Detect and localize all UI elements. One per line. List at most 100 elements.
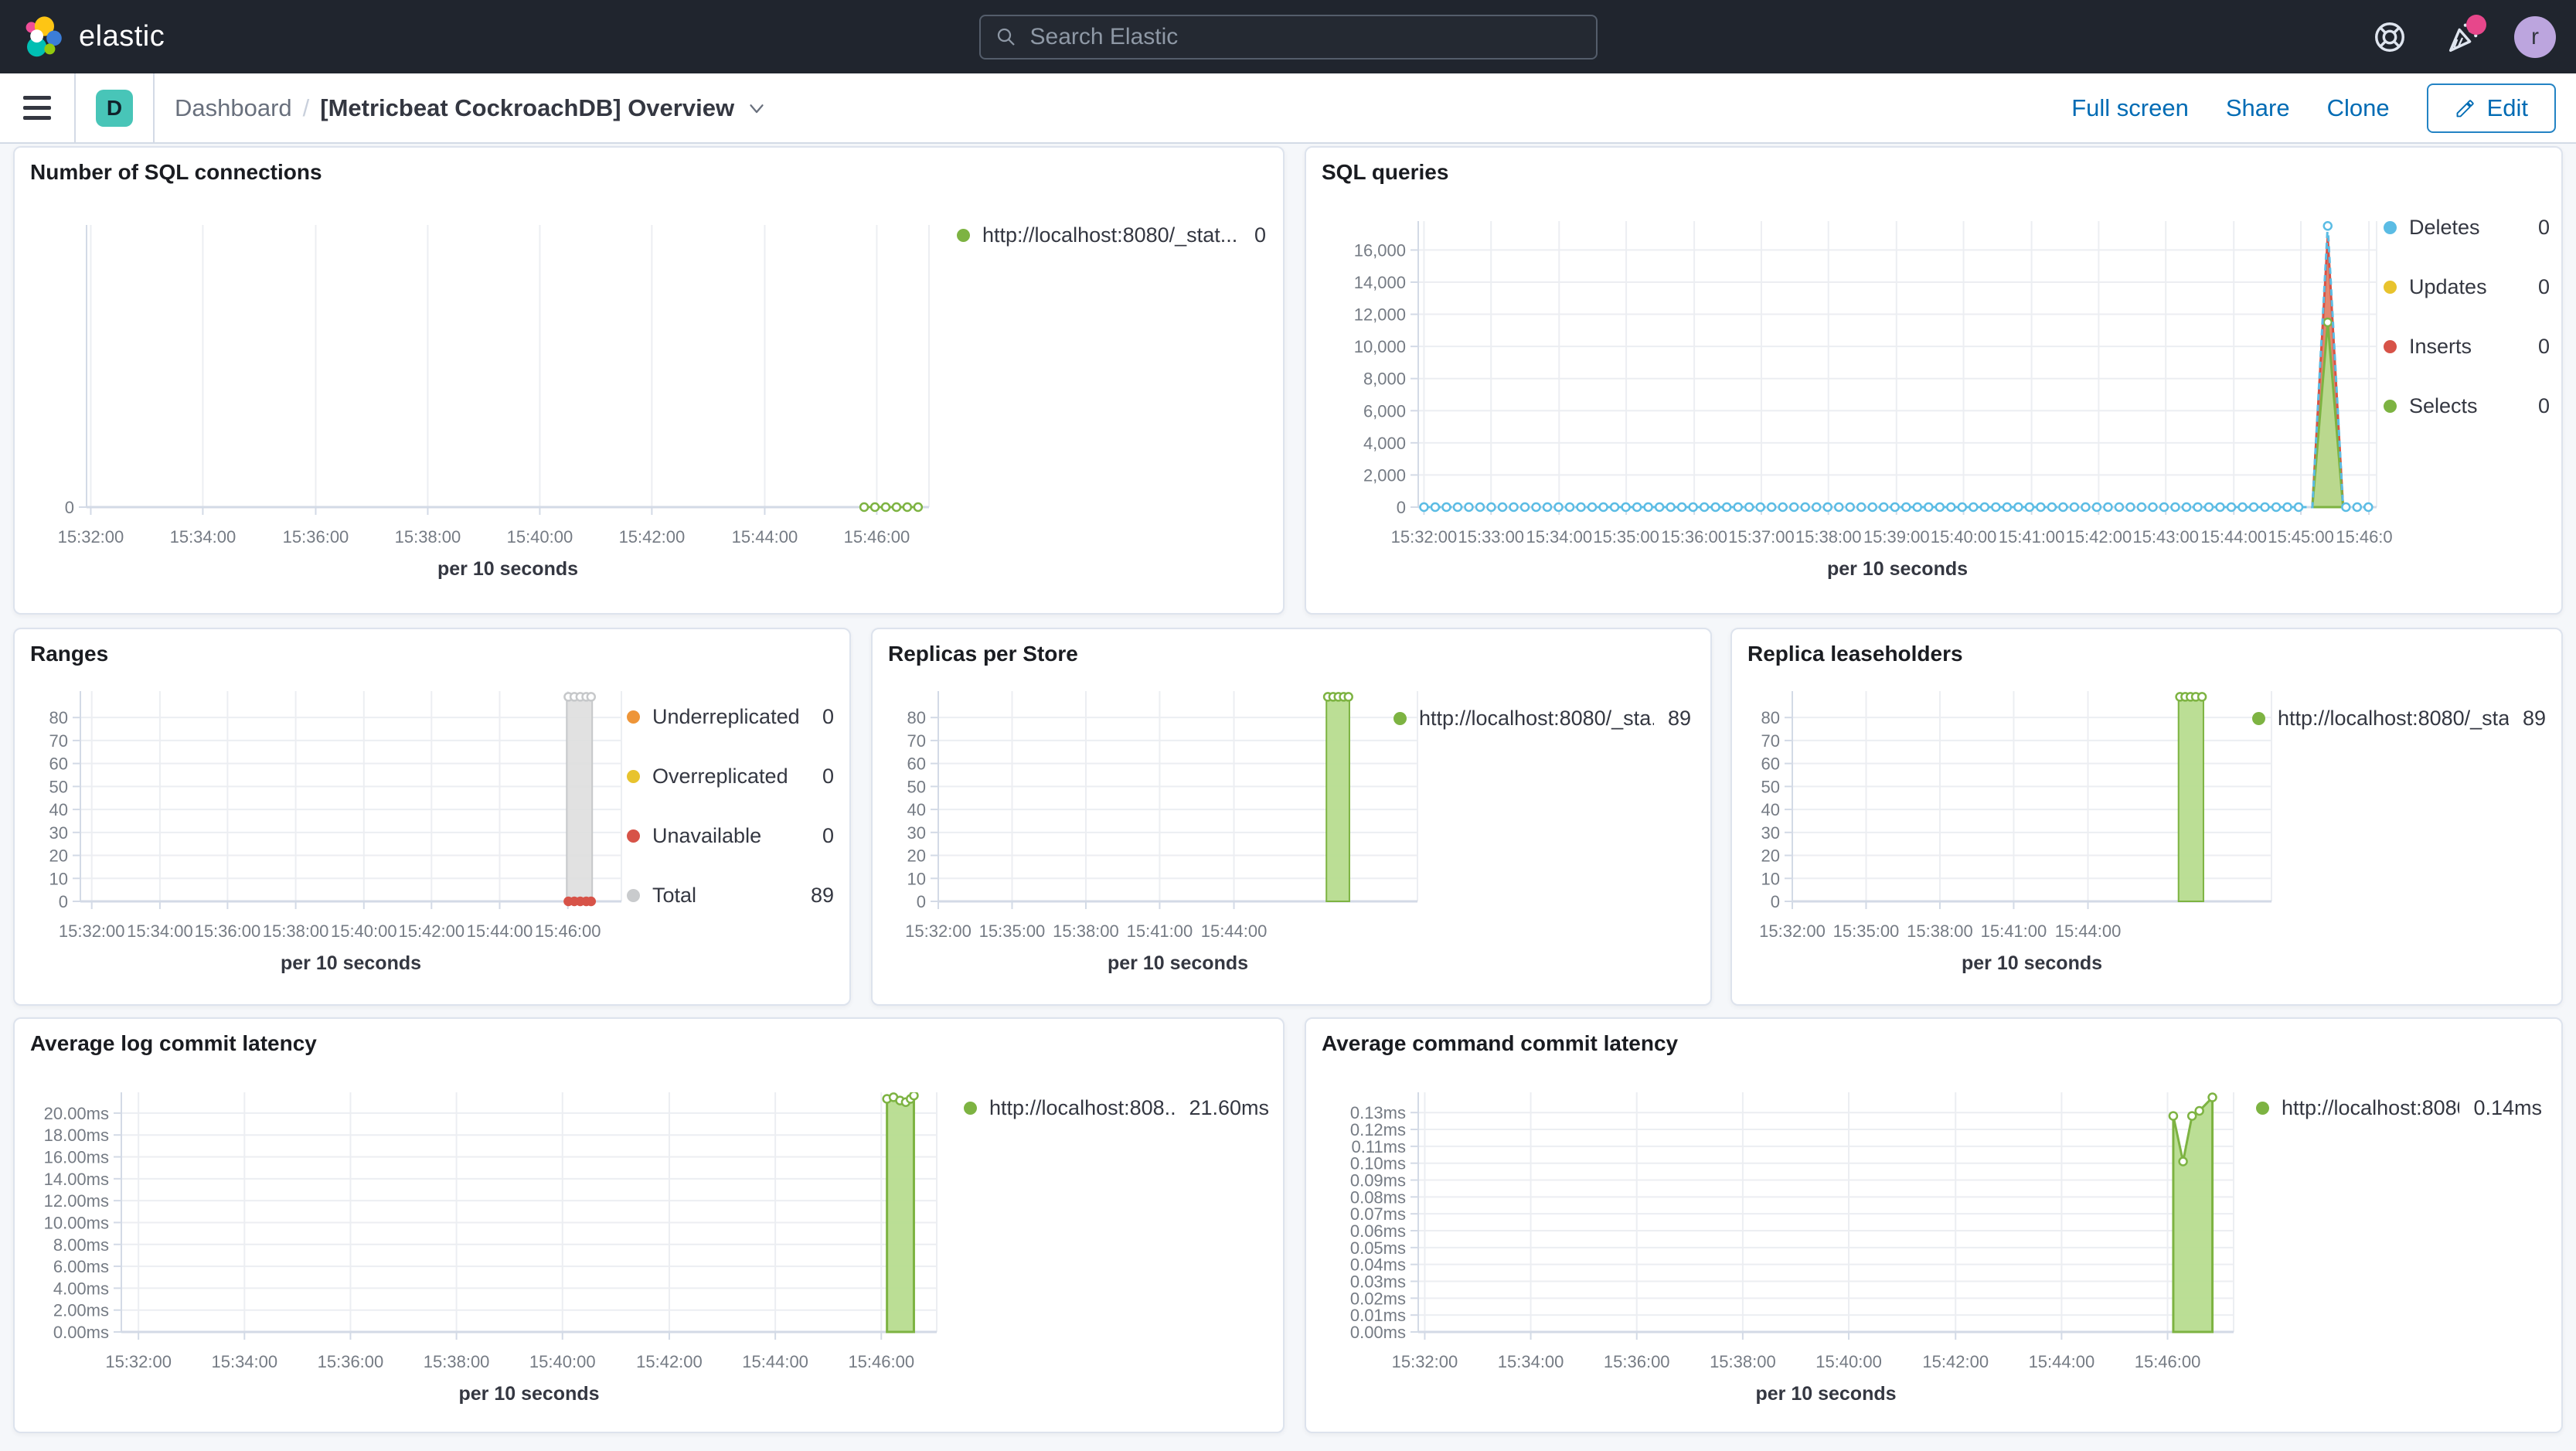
panel-title[interactable]: Replicas per Store (888, 642, 1078, 666)
svg-text:per 10 seconds: per 10 seconds (281, 952, 421, 974)
svg-text:30: 30 (907, 823, 926, 843)
chart-legend: Underreplicated 0 Overreplicated 0 Unavailab… (627, 705, 834, 943)
svg-text:0.04ms: 0.04ms (1350, 1255, 1406, 1275)
legend-series-dot-icon (1393, 712, 1407, 725)
svg-text:15:33:00: 15:33:00 (1458, 527, 1524, 547)
legend-series-dot-icon (2256, 1102, 2269, 1115)
legend-series-label: Deletes (2409, 216, 2480, 239)
legend-series-dot-icon (627, 829, 640, 843)
svg-text:70: 70 (1761, 731, 1780, 751)
legend-item[interactable]: Updates 0 (2384, 275, 2550, 299)
panel-title[interactable]: Replica leaseholders (1747, 642, 1963, 666)
breadcrumb-separator: / (302, 94, 310, 121)
legend-series-label: Inserts (2409, 335, 2472, 358)
svg-text:15:38:00: 15:38:00 (395, 527, 461, 547)
legend-series-dot-icon (957, 229, 970, 242)
legend-series-value: 0 (2537, 335, 2550, 358)
svg-text:15:44:00: 15:44:00 (1201, 921, 1268, 941)
svg-text:per 10 seconds: per 10 seconds (1962, 952, 2102, 974)
breadcrumb-dashboard-link[interactable]: Dashboard (175, 94, 292, 121)
svg-text:10: 10 (49, 869, 68, 888)
legend-series-label: http://localhost:808... (989, 1096, 1176, 1119)
svg-text:15:46:00: 15:46:00 (2135, 1352, 2201, 1371)
svg-text:15:36:00: 15:36:00 (283, 527, 349, 547)
legend-series-value: 0.14ms (2473, 1096, 2542, 1119)
legend-item[interactable]: http://localhost:8080/_stat... 0 (957, 223, 1266, 247)
legend-item[interactable]: Inserts 0 (2384, 335, 2550, 359)
legend-series-label: Underreplicated (652, 705, 800, 728)
svg-text:0.09ms: 0.09ms (1350, 1171, 1406, 1190)
panel-title[interactable]: Ranges (30, 642, 109, 666)
chart-plot: 0.00ms0.01ms0.02ms0.03ms0.04ms0.05ms0.06… (1350, 1092, 2234, 1405)
chart-legend: http://localhost:8080/_sta... 89 (2252, 707, 2546, 766)
search-input[interactable] (1028, 22, 1582, 51)
panel-title[interactable]: Number of SQL connections (30, 160, 322, 184)
legend-item[interactable]: Overreplicated 0 (627, 765, 834, 789)
svg-text:15:35:00: 15:35:00 (979, 921, 1046, 941)
dashboard-actions: Full screen Share Clone Edit (2071, 83, 2556, 133)
divider (74, 73, 76, 142)
legend-item[interactable]: http://localhost:8080... 0.14ms (2256, 1096, 2542, 1120)
svg-text:6,000: 6,000 (1363, 401, 1406, 421)
chevron-down-icon[interactable] (745, 97, 768, 120)
svg-text:4.00ms: 4.00ms (53, 1279, 109, 1298)
top-header-bar: elastic (0, 0, 2576, 73)
chart-legend: Deletes 0 Updates 0 Inserts 0 Selects 0 (2384, 216, 2550, 454)
space-badge[interactable]: D (96, 89, 133, 127)
panel-ranges: Ranges 0 10 20 30 40 50 60 70 80 15:32:00 15:34:00… (13, 628, 851, 1006)
edit-button[interactable]: Edit (2426, 83, 2556, 133)
legend-item[interactable]: Unavailable 0 (627, 824, 834, 848)
svg-text:0.02ms: 0.02ms (1350, 1289, 1406, 1308)
legend-series-dot-icon (627, 770, 640, 783)
svg-text:8.00ms: 8.00ms (53, 1235, 109, 1255)
legend-item[interactable]: Total 89 (627, 884, 834, 908)
legend-series-label: Selects (2409, 394, 2478, 417)
legend-item[interactable]: http://localhost:8080/_sta... 89 (1393, 707, 1691, 731)
svg-text:12.00ms: 12.00ms (44, 1191, 109, 1211)
svg-text:15:42:00: 15:42:00 (398, 921, 464, 941)
svg-text:8,000: 8,000 (1363, 370, 1406, 389)
legend-series-value: 0 (822, 765, 834, 788)
legend-item[interactable]: Selects 0 (2384, 394, 2550, 418)
panel-title[interactable]: Average log commit latency (30, 1031, 317, 1055)
panel-number-of-sql-connections: Number of SQL connections 0 15:32:00 15:34… (13, 146, 1285, 615)
svg-text:50: 50 (1761, 777, 1780, 796)
legend-item[interactable]: Deletes 0 (2384, 216, 2550, 240)
global-search-bar[interactable] (978, 14, 1598, 60)
svg-text:15:46:00: 15:46:00 (844, 527, 910, 547)
svg-text:20: 20 (49, 846, 68, 866)
elastic-logo[interactable]: elastic (0, 15, 165, 59)
chart-plot: 0 2,000 4,000 6,000 8,000 10,000 12,000 14,000 1… (1354, 221, 2392, 580)
user-avatar[interactable]: r (2514, 15, 2556, 58)
share-link[interactable]: Share (2225, 94, 2290, 121)
legend-series-label: http://localhost:8080/_stat... (982, 223, 1238, 247)
panel-title[interactable]: Average command commit latency (1322, 1031, 1679, 1055)
legend-series-label: http://localhost:8080/_sta... (1419, 707, 1654, 730)
svg-text:0.13ms: 0.13ms (1350, 1103, 1406, 1122)
svg-text:50: 50 (49, 777, 68, 796)
legend-item[interactable]: Underreplicated 0 (627, 705, 834, 729)
svg-text:20.00ms: 20.00ms (44, 1104, 109, 1123)
svg-text:15:32:00: 15:32:00 (59, 921, 125, 941)
whats-new-button[interactable] (2442, 14, 2486, 58)
chart-plot: 0 10 20 30 40 50 60 70 80 15:32:00 15:35:00 15:38:0… (1759, 691, 2272, 974)
svg-text:80: 80 (907, 708, 926, 727)
legend-series-value: 0 (1254, 223, 1266, 247)
legend-item[interactable]: http://localhost:808... 21.60ms (964, 1096, 1269, 1120)
svg-text:2,000: 2,000 (1363, 465, 1406, 485)
panel-sql-queries: SQL queries 0 2,000 4,000 6,000 8,000 10,000 1… (1305, 146, 2563, 615)
svg-text:15:44:00: 15:44:00 (742, 1352, 808, 1371)
legend-series-value: 21.60ms (1189, 1096, 1269, 1119)
legend-item[interactable]: http://localhost:8080/_sta... 89 (2252, 707, 2546, 731)
help-button[interactable] (2369, 16, 2411, 58)
breadcrumb: Dashboard / [Metricbeat CockroachDB] Ove… (175, 94, 768, 122)
clone-link[interactable]: Clone (2326, 94, 2390, 121)
svg-text:15:32:00: 15:32:00 (1392, 1352, 1458, 1371)
panel-title[interactable]: SQL queries (1322, 160, 1449, 184)
svg-text:15:46:00: 15:46:00 (848, 1352, 914, 1371)
full-screen-link[interactable]: Full screen (2071, 94, 2189, 121)
menu-button[interactable] (23, 96, 51, 120)
svg-text:15:32:00: 15:32:00 (105, 1352, 172, 1371)
svg-text:0.05ms: 0.05ms (1350, 1238, 1406, 1258)
